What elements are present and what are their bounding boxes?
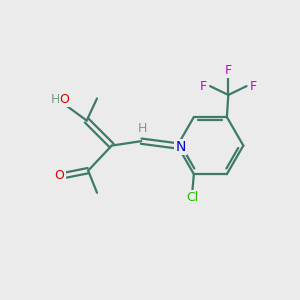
Text: F: F xyxy=(250,80,256,93)
Text: N: N xyxy=(175,140,185,154)
Text: Cl: Cl xyxy=(186,190,199,204)
Text: H: H xyxy=(50,93,60,106)
Text: F: F xyxy=(200,80,207,93)
Text: O: O xyxy=(55,169,64,182)
Text: O: O xyxy=(60,93,70,106)
Text: F: F xyxy=(225,64,232,77)
Text: H: H xyxy=(138,122,147,135)
